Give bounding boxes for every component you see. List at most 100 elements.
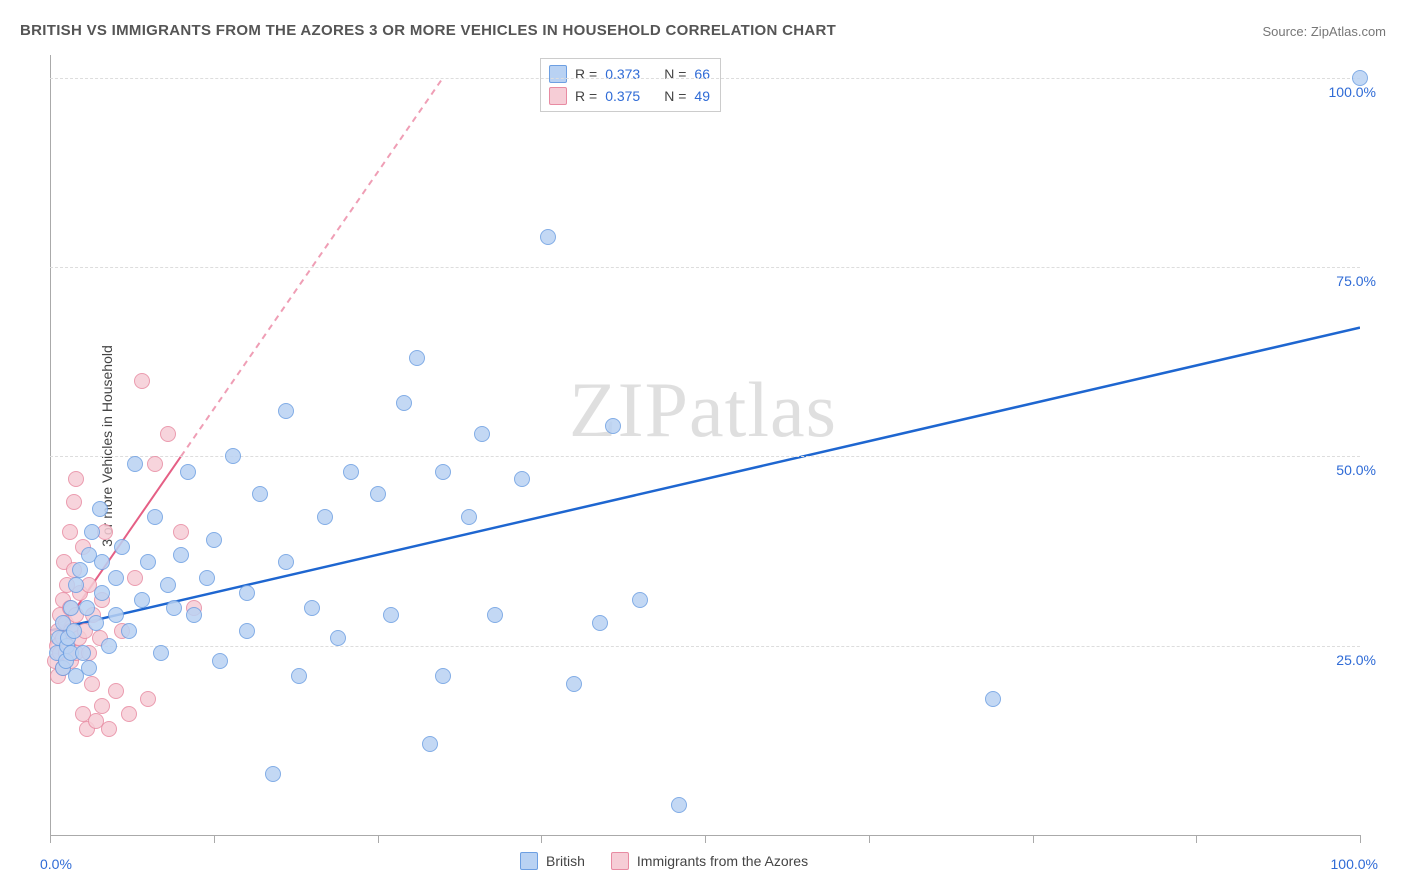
x-tick <box>705 835 706 843</box>
series-legend: British Immigrants from the Azores <box>520 852 808 870</box>
british-point <box>252 486 268 502</box>
british-point <box>317 509 333 525</box>
british-point <box>114 539 130 555</box>
british-point <box>383 607 399 623</box>
british-point <box>212 653 228 669</box>
azores-point <box>62 524 78 540</box>
british-point <box>68 577 84 593</box>
british-point <box>160 577 176 593</box>
swatch-azores <box>549 87 567 105</box>
swatch-british-bottom <box>520 852 538 870</box>
british-point <box>985 691 1001 707</box>
azores-point <box>84 676 100 692</box>
british-point <box>108 607 124 623</box>
british-point <box>121 623 137 639</box>
british-point <box>140 554 156 570</box>
british-point <box>370 486 386 502</box>
x-tick <box>378 835 379 843</box>
x-tick <box>541 835 542 843</box>
british-point <box>186 607 202 623</box>
british-point <box>422 736 438 752</box>
azores-point <box>134 373 150 389</box>
y-tick-label: 75.0% <box>1336 273 1376 289</box>
azores-point <box>147 456 163 472</box>
british-point <box>225 448 241 464</box>
gridline <box>50 456 1360 457</box>
azores-point <box>94 698 110 714</box>
y-tick-label: 50.0% <box>1336 462 1376 478</box>
british-point <box>566 676 582 692</box>
british-point <box>330 630 346 646</box>
british-point <box>239 623 255 639</box>
x-tick <box>50 835 51 843</box>
british-point <box>75 645 91 661</box>
british-point <box>605 418 621 434</box>
british-point <box>278 554 294 570</box>
legend-item-azores: Immigrants from the Azores <box>611 852 808 870</box>
british-point <box>166 600 182 616</box>
british-point <box>101 638 117 654</box>
british-point <box>278 403 294 419</box>
source-label: Source: ZipAtlas.com <box>1262 24 1386 39</box>
scatter-plot <box>50 55 1361 836</box>
british-point <box>239 585 255 601</box>
british-point <box>94 585 110 601</box>
british-point <box>92 501 108 517</box>
british-point <box>487 607 503 623</box>
british-point <box>206 532 222 548</box>
azores-point <box>66 494 82 510</box>
page-title: BRITISH VS IMMIGRANTS FROM THE AZORES 3 … <box>20 22 836 39</box>
british-point <box>671 797 687 813</box>
british-point <box>474 426 490 442</box>
british-point <box>343 464 359 480</box>
stats-row-british: R = 0.373 N = 66 <box>549 63 710 85</box>
british-point <box>108 570 124 586</box>
x-tick <box>869 835 870 843</box>
azores-point <box>160 426 176 442</box>
y-tick-label: 100.0% <box>1329 84 1376 100</box>
swatch-british <box>549 65 567 83</box>
swatch-azores-bottom <box>611 852 629 870</box>
x-tick <box>1360 835 1361 843</box>
british-point <box>540 229 556 245</box>
british-point <box>84 524 100 540</box>
british-point <box>88 615 104 631</box>
azores-point <box>127 570 143 586</box>
british-point <box>514 471 530 487</box>
gridline <box>50 646 1360 647</box>
x-axis-min-label: 0.0% <box>40 856 72 872</box>
british-point <box>134 592 150 608</box>
british-point <box>291 668 307 684</box>
british-point <box>173 547 189 563</box>
british-point <box>461 509 477 525</box>
british-point <box>265 766 281 782</box>
azores-point <box>108 683 124 699</box>
british-point <box>592 615 608 631</box>
y-tick-label: 25.0% <box>1336 652 1376 668</box>
british-point <box>199 570 215 586</box>
british-point <box>66 623 82 639</box>
british-point <box>147 509 163 525</box>
british-point <box>153 645 169 661</box>
azores-point <box>173 524 189 540</box>
azores-point <box>121 706 137 722</box>
british-point <box>435 464 451 480</box>
x-tick <box>214 835 215 843</box>
azores-point <box>68 471 84 487</box>
british-point <box>63 600 79 616</box>
british-point <box>304 600 320 616</box>
british-point <box>632 592 648 608</box>
british-point <box>396 395 412 411</box>
british-point <box>94 554 110 570</box>
british-point <box>81 660 97 676</box>
british-point <box>435 668 451 684</box>
british-point <box>1352 70 1368 86</box>
azores-point <box>101 721 117 737</box>
x-axis-max-label: 100.0% <box>1331 856 1378 872</box>
x-tick <box>1033 835 1034 843</box>
gridline <box>50 78 1360 79</box>
british-point <box>79 600 95 616</box>
british-point <box>409 350 425 366</box>
british-point <box>72 562 88 578</box>
azores-point <box>140 691 156 707</box>
